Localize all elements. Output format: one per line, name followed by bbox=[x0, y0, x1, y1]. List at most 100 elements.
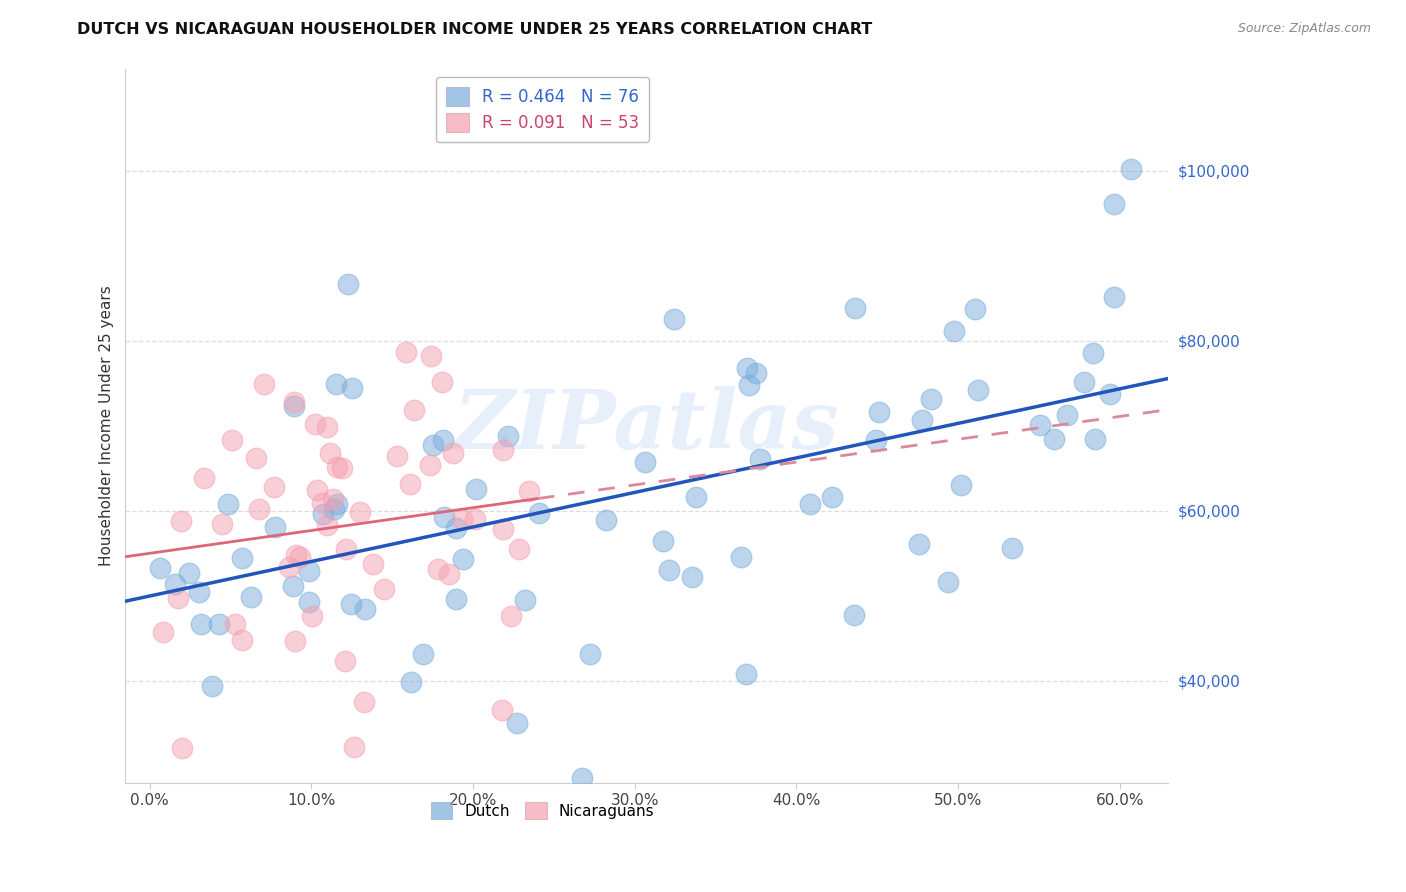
Point bbox=[307, 483, 329, 497]
Point bbox=[652, 534, 675, 549]
Point bbox=[963, 301, 986, 316]
Point bbox=[492, 522, 515, 536]
Point bbox=[412, 647, 434, 661]
Point bbox=[312, 508, 335, 522]
Point bbox=[1099, 387, 1122, 401]
Point bbox=[437, 566, 460, 581]
Point bbox=[330, 461, 353, 475]
Point bbox=[325, 377, 347, 392]
Point bbox=[231, 632, 253, 647]
Point bbox=[245, 451, 267, 466]
Point bbox=[465, 482, 488, 496]
Point bbox=[943, 324, 966, 338]
Point bbox=[464, 512, 486, 526]
Point bbox=[190, 617, 212, 632]
Point bbox=[343, 739, 366, 754]
Point bbox=[340, 597, 363, 611]
Point bbox=[527, 506, 550, 520]
Point bbox=[311, 496, 333, 510]
Point bbox=[340, 381, 363, 395]
Point bbox=[298, 595, 321, 609]
Text: DUTCH VS NICARAGUAN HOUSEHOLDER INCOME UNDER 25 YEARS CORRELATION CHART: DUTCH VS NICARAGUAN HOUSEHOLDER INCOME U… bbox=[77, 22, 873, 37]
Point bbox=[385, 450, 408, 464]
Point bbox=[217, 498, 239, 512]
Point bbox=[337, 277, 360, 292]
Point bbox=[283, 395, 305, 409]
Point bbox=[749, 452, 772, 467]
Point bbox=[571, 771, 593, 785]
Point bbox=[152, 625, 174, 640]
Point bbox=[316, 517, 339, 532]
Point bbox=[316, 419, 339, 434]
Point bbox=[433, 510, 456, 524]
Point bbox=[284, 634, 307, 648]
Point bbox=[444, 521, 467, 535]
Point bbox=[506, 715, 529, 730]
Point bbox=[1073, 375, 1095, 389]
Point bbox=[865, 433, 887, 447]
Point bbox=[735, 666, 758, 681]
Point bbox=[285, 548, 308, 562]
Point bbox=[936, 574, 959, 589]
Point bbox=[451, 511, 474, 525]
Point bbox=[950, 477, 973, 491]
Point bbox=[253, 377, 276, 392]
Point bbox=[515, 593, 537, 607]
Point bbox=[172, 741, 194, 756]
Point bbox=[264, 519, 287, 533]
Point bbox=[201, 679, 224, 693]
Point bbox=[208, 617, 231, 632]
Point bbox=[501, 609, 523, 624]
Point bbox=[281, 579, 304, 593]
Point bbox=[1084, 433, 1107, 447]
Point bbox=[326, 497, 349, 511]
Point bbox=[1043, 432, 1066, 446]
Point bbox=[288, 549, 311, 564]
Point bbox=[263, 480, 285, 494]
Point bbox=[373, 582, 395, 596]
Point bbox=[658, 563, 681, 577]
Point bbox=[221, 434, 243, 448]
Point bbox=[820, 490, 842, 504]
Point bbox=[323, 501, 346, 516]
Point bbox=[318, 446, 340, 460]
Point bbox=[1001, 541, 1024, 556]
Point bbox=[283, 400, 305, 414]
Point bbox=[745, 366, 768, 380]
Point bbox=[910, 413, 932, 427]
Point bbox=[353, 695, 375, 709]
Point bbox=[868, 405, 890, 419]
Point bbox=[177, 566, 200, 581]
Point bbox=[1104, 291, 1126, 305]
Point bbox=[662, 312, 685, 326]
Point bbox=[170, 514, 193, 528]
Point bbox=[685, 491, 707, 505]
Text: Source: ZipAtlas.com: Source: ZipAtlas.com bbox=[1237, 22, 1371, 36]
Point bbox=[240, 590, 263, 604]
Point bbox=[335, 541, 357, 556]
Point bbox=[451, 552, 474, 566]
Point bbox=[231, 550, 253, 565]
Point bbox=[921, 392, 943, 407]
Point bbox=[247, 502, 270, 516]
Point bbox=[444, 591, 467, 606]
Point bbox=[399, 477, 422, 491]
Point bbox=[163, 577, 186, 591]
Point bbox=[1056, 408, 1078, 422]
Point bbox=[907, 537, 929, 551]
Point bbox=[633, 455, 655, 469]
Point bbox=[419, 458, 441, 472]
Point bbox=[277, 560, 299, 574]
Point bbox=[322, 491, 344, 506]
Point bbox=[1083, 346, 1105, 360]
Point bbox=[1102, 197, 1125, 211]
Point bbox=[349, 505, 371, 519]
Point bbox=[967, 383, 990, 397]
Point bbox=[738, 377, 761, 392]
Legend: Dutch, Nicaraguans: Dutch, Nicaraguans bbox=[425, 796, 661, 825]
Point bbox=[517, 483, 540, 498]
Point bbox=[399, 675, 422, 690]
Point bbox=[420, 349, 443, 363]
Point bbox=[193, 471, 215, 485]
Point bbox=[842, 607, 865, 622]
